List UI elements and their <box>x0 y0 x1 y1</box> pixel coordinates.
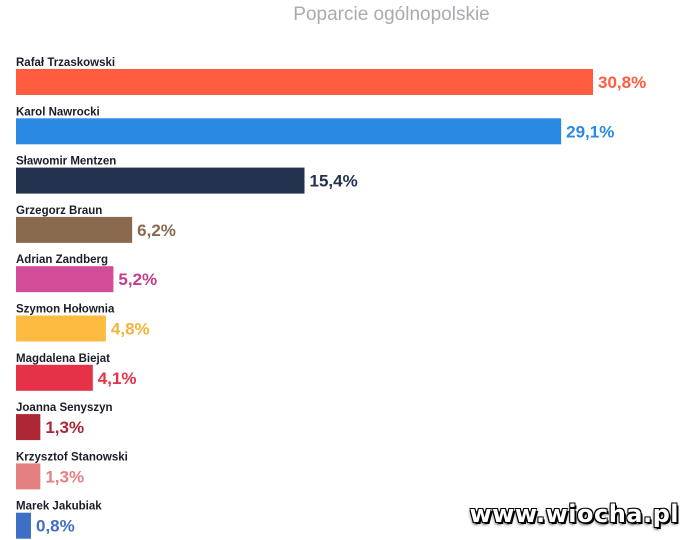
category-label: Szymon Hołownia <box>16 304 115 316</box>
value-label: 6,2% <box>137 221 176 240</box>
category-label: Karol Nawrocki <box>16 106 100 118</box>
bar <box>16 216 133 243</box>
bar <box>16 364 93 391</box>
category-label: Magdalena Biejat <box>16 353 110 365</box>
value-label: 0,8% <box>36 517 75 536</box>
value-label: 4,1% <box>98 369 137 388</box>
category-label: Marek Jakubiak <box>16 501 102 513</box>
category-label: Grzegorz Braun <box>16 205 102 217</box>
value-label: 15,4% <box>310 172 358 191</box>
bar <box>16 315 106 342</box>
bar <box>16 463 41 490</box>
bar <box>16 118 562 145</box>
chart-title: Poparcie ogólnopolskie <box>293 4 490 25</box>
bar <box>16 414 41 441</box>
value-label: 29,1% <box>566 122 614 141</box>
value-label: 1,3% <box>45 418 84 437</box>
value-label: 4,8% <box>111 320 150 339</box>
bar <box>16 69 593 95</box>
bar <box>16 512 31 539</box>
category-label: Sławomir Mentzen <box>16 156 116 168</box>
bar <box>16 167 305 194</box>
value-label: 1,3% <box>45 467 84 486</box>
category-label: Krzysztof Stanowski <box>16 451 128 463</box>
value-label: 30,8% <box>598 73 646 92</box>
watermark: www.wiocha.pl <box>469 500 679 528</box>
category-label: Joanna Senyszyn <box>16 402 113 414</box>
value-label: 5,2% <box>118 270 157 289</box>
category-label: Adrian Zandberg <box>16 254 108 266</box>
category-label: Rafał Trzaskowski <box>16 57 115 69</box>
bar <box>16 266 114 293</box>
